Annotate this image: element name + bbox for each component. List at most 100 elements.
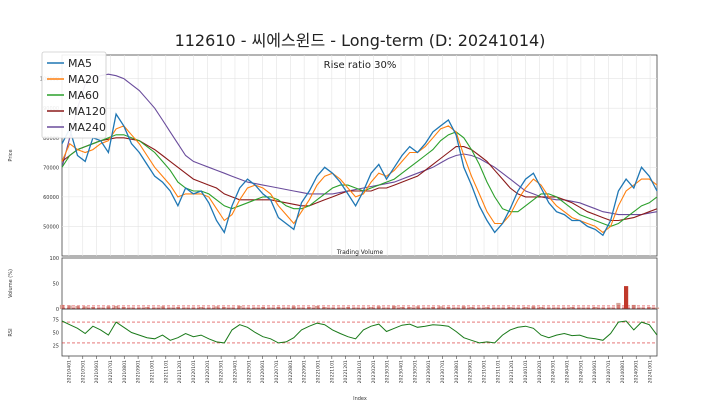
volume-tick-label: 50 [53, 282, 59, 288]
x-tick-label: 20240901 [634, 360, 640, 383]
x-tick-label: 20231201 [509, 360, 515, 383]
x-axis-label: Index [353, 396, 367, 402]
x-tick-label: 20230901 [468, 360, 474, 383]
x-tick-label: 20221101 [329, 360, 335, 383]
x-tick-label: 20240501 [578, 360, 584, 383]
price-ylabel: Price [8, 149, 14, 161]
legend-label-ma120: MA120 [68, 105, 106, 118]
x-tick-label: 20240401 [565, 360, 571, 383]
volume-bar [554, 307, 559, 309]
volume-bar [593, 307, 598, 309]
legend-label-ma240: MA240 [68, 121, 106, 134]
volume-bar [423, 307, 428, 309]
x-tick-label: 20230801 [454, 360, 460, 383]
volume-bar [284, 307, 289, 309]
volume-bar [237, 305, 242, 309]
volume-bar [59, 304, 65, 309]
rsi-tick-label: 50 [53, 331, 59, 337]
volume-bar [454, 307, 459, 309]
x-tick-label: 20240101 [523, 360, 529, 383]
volume-bar [268, 307, 273, 309]
volume-bar [199, 307, 204, 309]
volume-bar [438, 306, 443, 309]
rsi-ylabel: RSI [8, 328, 14, 336]
volume-bar [469, 307, 474, 309]
legend: MA5 MA20 MA60 MA120 MA240 [41, 51, 107, 139]
price-panel: 5000060000700008000090000100000PriceRise… [8, 51, 658, 257]
x-tick-label: 20220501 [246, 360, 252, 383]
x-tick-label: 20211201 [177, 360, 183, 383]
series-line-ma240 [61, 73, 658, 216]
x-tick-label: 20221001 [315, 360, 321, 383]
volume-bar [624, 286, 629, 309]
x-tick-label: 20220701 [274, 360, 280, 383]
x-tick-label: 20220801 [288, 360, 294, 383]
x-tick-label: 20210801 [122, 360, 128, 383]
volume-bar [631, 304, 636, 309]
x-tick-label: 20211001 [149, 360, 155, 383]
volume-bar [508, 307, 513, 309]
volume-bar [608, 307, 613, 309]
price-tick-label: 50000 [43, 224, 59, 230]
rsi-frame [61, 308, 658, 357]
price-tick-label: 60000 [43, 195, 59, 201]
volume-bar [392, 305, 397, 309]
x-tick-label: 20210401 [66, 360, 72, 383]
volume-bar [299, 307, 304, 309]
volume-bar [338, 307, 343, 309]
x-axis: 20210401 20210501 20210601 20210701 20210801… [66, 356, 654, 402]
x-tick-label: 20240801 [620, 360, 626, 383]
rsi-tick-label: 25 [53, 344, 59, 350]
volume-frame [61, 257, 658, 310]
x-tick-label: 20230701 [440, 360, 446, 383]
price-tick-label: 80000 [43, 136, 59, 142]
x-tick-label: 20230201 [371, 360, 377, 383]
volume-bar [369, 307, 374, 309]
x-tick-label: 20220301 [219, 360, 225, 383]
volume-bar [114, 305, 119, 309]
volume-bar [353, 307, 358, 309]
volume-bar [654, 307, 660, 309]
x-tick-label: 20210701 [108, 360, 114, 383]
x-tick-label: 20221201 [343, 360, 349, 383]
x-tick-label: 20230401 [399, 360, 405, 383]
price-tick-label: 70000 [43, 165, 59, 171]
volume-title: Trading Volume [336, 249, 384, 256]
rise-ratio-annotation: Rise ratio 30% [324, 60, 397, 71]
legend-label-ma5: MA5 [68, 57, 92, 70]
series-line-ma60 [61, 131, 658, 227]
volume-bar [253, 307, 258, 309]
volume-bar [75, 305, 80, 309]
volume-panel: Trading Volume 0 50 100 Volume (%) [8, 249, 660, 313]
x-tick-label: 20220101 [191, 360, 197, 383]
x-tick-label: 20231001 [482, 360, 488, 383]
volume-bar [523, 307, 528, 309]
x-tick-label: 20211101 [163, 360, 169, 383]
volume-bar [384, 307, 389, 309]
x-tick-label: 20230101 [357, 360, 363, 383]
series-line-ma20 [61, 125, 658, 234]
volume-bar [314, 305, 320, 309]
rsi-tick-label: 75 [53, 317, 59, 323]
x-tick-label: 20240601 [592, 360, 598, 383]
volume-ylabel: Volume (%) [8, 269, 14, 298]
x-tick-label: 20230301 [385, 360, 391, 383]
x-tick-label: 20210901 [136, 360, 142, 383]
volume-bar [67, 305, 72, 309]
series-line-ma5 [61, 112, 658, 237]
volume-bar [539, 307, 544, 309]
volume-tick-label: 0 [56, 307, 59, 313]
x-tick-label: 20240201 [537, 360, 543, 383]
x-tick-label: 20230601 [426, 360, 432, 383]
x-tick-label: 20220201 [205, 360, 211, 383]
x-tick-label: 20230501 [412, 360, 418, 383]
volume-bar [129, 307, 134, 309]
x-tick-label: 20210501 [80, 360, 86, 383]
chart-title: 112610 - 씨에스윈드 - Long-term (D: 20241014) [175, 31, 546, 50]
x-tick-label: 20220401 [232, 360, 238, 383]
rsi-line [61, 320, 658, 344]
x-tick-label: 20210601 [94, 360, 100, 383]
volume-bar [214, 306, 219, 309]
x-tick-label: 20220901 [302, 360, 308, 383]
